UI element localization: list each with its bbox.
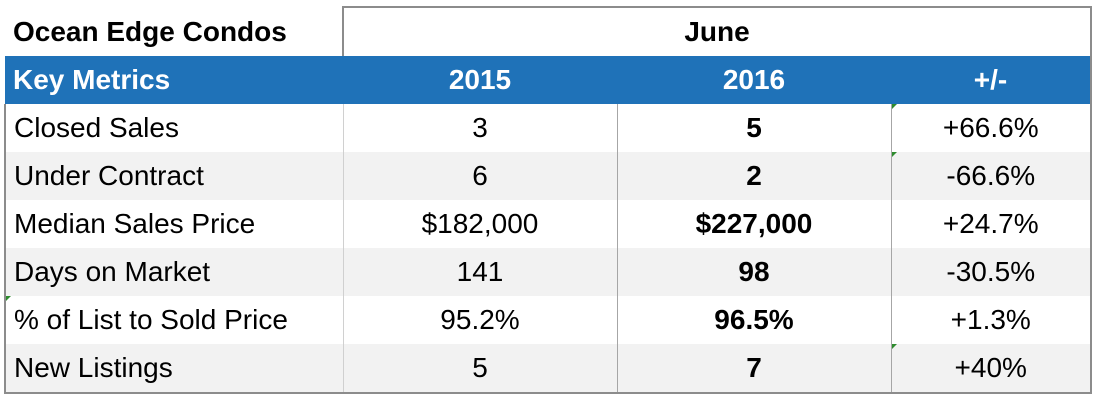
value-2016: 96.5% [617, 296, 892, 344]
error-indicator-icon [7, 296, 11, 301]
header-key-metrics: Key Metrics [5, 56, 343, 104]
title-row: Ocean Edge Condos June [5, 6, 1092, 56]
value-change: +40% [891, 344, 1092, 394]
value-change: -66.6% [891, 152, 1092, 200]
error-indicator-icon [891, 344, 897, 349]
metric-label: Days on Market [4, 248, 344, 296]
value-2016: 98 [617, 248, 892, 296]
value-2015: $182,000 [343, 200, 618, 248]
table-row: New Listings 5 7 +40% [4, 344, 1092, 394]
company-name: Ocean Edge Condos [5, 7, 343, 56]
table-row: Closed Sales 3 5 +66.6% [4, 104, 1092, 152]
header-row: Key Metrics 2015 2016 +/- [5, 56, 1092, 104]
value-2015: 95.2% [343, 296, 618, 344]
metric-label: Median Sales Price [4, 200, 344, 248]
value-2016: 5 [617, 104, 892, 152]
value-2015: 141 [343, 248, 618, 296]
metric-label: New Listings [4, 344, 344, 394]
key-metrics-table: Ocean Edge Condos June Key Metrics 2015 … [4, 6, 1092, 394]
header-year-2016: 2016 [617, 56, 891, 104]
value-2016: 7 [617, 344, 892, 394]
table-row: Median Sales Price $182,000 $227,000 +24… [4, 200, 1092, 248]
value-2016: $227,000 [617, 200, 892, 248]
value-2016: 2 [617, 152, 892, 200]
value-2015: 5 [343, 344, 618, 394]
metric-label: % of List to Sold Price [4, 296, 344, 344]
change-text: +40% [954, 352, 1027, 383]
metric-label: Closed Sales [4, 104, 344, 152]
value-2015: 3 [343, 104, 618, 152]
value-change: +24.7% [891, 200, 1092, 248]
header-year-2015: 2015 [343, 56, 617, 104]
value-2015: 6 [343, 152, 618, 200]
month-heading: June [342, 6, 1092, 56]
value-change: -30.5% [891, 248, 1092, 296]
value-change: +66.6% [891, 104, 1092, 152]
header-change: +/- [891, 56, 1092, 104]
metric-text: % of List to Sold Price [14, 304, 288, 335]
table-row: Under Contract 6 2 -66.6% [4, 152, 1092, 200]
change-text: -66.6% [946, 160, 1036, 191]
error-indicator-icon [891, 152, 897, 157]
metric-label: Under Contract [4, 152, 344, 200]
error-indicator-icon [891, 104, 897, 109]
value-change: +1.3% [891, 296, 1092, 344]
table-row: % of List to Sold Price 95.2% 96.5% +1.3… [4, 296, 1092, 344]
change-text: +66.6% [942, 112, 1039, 143]
table-row: Days on Market 141 98 -30.5% [4, 248, 1092, 296]
